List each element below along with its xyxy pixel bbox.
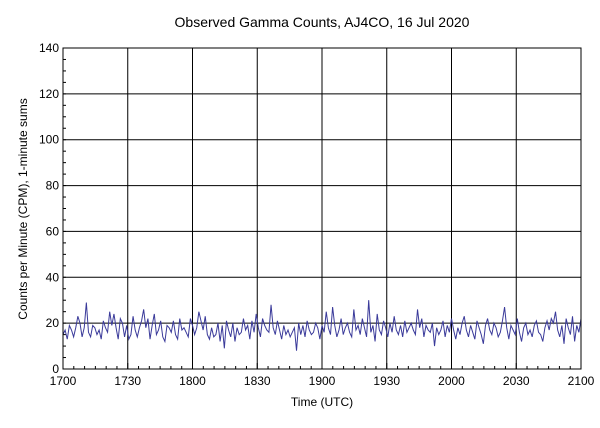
- y-tick-label: 40: [46, 270, 60, 284]
- x-tick-label: 2000: [438, 374, 465, 388]
- grid: [63, 48, 581, 369]
- series-line: [62, 300, 582, 351]
- x-tick-labels: 1700 1730 1800 1830 1900 1930 2000 2030 2100: [50, 374, 595, 388]
- x-tick-label: 2100: [568, 374, 595, 388]
- x-tick-label: 2030: [503, 374, 530, 388]
- y-tick-label: 0: [52, 362, 59, 376]
- x-axis-title: Time (UTC): [291, 395, 353, 409]
- y-tick-label: 100: [39, 133, 59, 147]
- x-tick-label: 1730: [114, 374, 141, 388]
- plot-border: [62, 47, 582, 370]
- y-tick-label: 120: [39, 87, 59, 101]
- y-tick-label: 20: [46, 316, 60, 330]
- y-tick-labels: 0 20 40 60 80 100 120 140: [39, 41, 59, 376]
- chart-title: Observed Gamma Counts, AJ4CO, 16 Jul 202…: [175, 14, 470, 30]
- x-tick-label: 1700: [50, 374, 77, 388]
- y-tick-label: 80: [46, 179, 60, 193]
- x-tick-label: 1900: [309, 374, 336, 388]
- y-axis-title: Counts per Minute (CPM), 1-minute sums: [16, 98, 30, 319]
- x-tick-label: 1830: [244, 374, 271, 388]
- x-tick-label: 1800: [179, 374, 206, 388]
- y-tick-label: 60: [46, 224, 60, 238]
- x-tick-label: 1930: [373, 374, 400, 388]
- y-tick-label: 140: [39, 41, 59, 55]
